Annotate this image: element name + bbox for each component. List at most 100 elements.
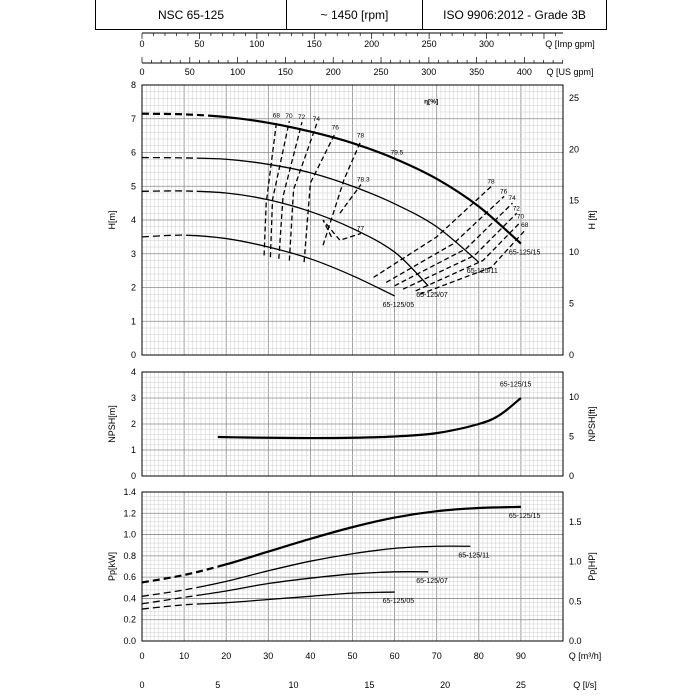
power-curve [200, 591, 395, 605]
q-ls-tick: 0 [139, 680, 144, 690]
power-ytick-left: 0.6 [123, 572, 136, 582]
q-imp-tick: 100 [249, 39, 264, 49]
power-ytick-right: 0.5 [569, 596, 582, 606]
q-m3h-tick: 70 [432, 651, 442, 661]
efficiency-contour [278, 121, 303, 259]
q-imp-tick: 150 [307, 39, 322, 49]
efficiency-contour [263, 120, 278, 256]
q-imp-label: Q [Imp gpm] [545, 39, 595, 49]
power-ytick-right: 1.5 [569, 517, 582, 527]
head-ytick-left: 5 [131, 181, 136, 191]
efficiency-label: 72 [513, 205, 521, 212]
efficiency-label: 70 [517, 214, 525, 221]
q-imp-tick: 50 [194, 39, 204, 49]
efficiency-label: 77 [357, 226, 365, 233]
npsh-ytick-left: 4 [131, 367, 136, 377]
q-m3h-tick: 10 [179, 651, 189, 661]
q-m3h-tick: 80 [474, 651, 484, 661]
head-curve [188, 234, 395, 297]
q-m3h-tick: 0 [139, 651, 144, 661]
head-ytick-left: 8 [131, 80, 136, 90]
power-curve-label: 65-125/15 [509, 513, 541, 520]
npsh-ytick-right: 5 [569, 431, 574, 441]
npsh-curve [217, 397, 522, 440]
head-ytick-right: 15 [569, 196, 579, 206]
head-curve-dashed [141, 190, 197, 192]
npsh-ytick-left: 0 [131, 471, 136, 481]
efficiency-label: 76 [500, 188, 508, 195]
head-ytick-left: 4 [131, 215, 136, 225]
efficiency-contour [419, 229, 526, 295]
q-m3h-tick: 30 [263, 651, 273, 661]
npsh-curve-label: 65-125/15 [500, 381, 532, 388]
head-curve [213, 114, 522, 245]
head-curve [196, 190, 429, 287]
head-ytick-left: 1 [131, 316, 136, 326]
head-curve-label: 65-125/07 [416, 292, 448, 299]
efficiency-title: η[%] [424, 99, 438, 106]
efficiency-contour [373, 185, 492, 278]
q-us-tick: 50 [185, 67, 195, 77]
head-frame [141, 84, 564, 356]
head-ytick-left: 7 [131, 114, 136, 124]
efficiency-label: 72 [298, 114, 306, 121]
efficiency-label: 78 [357, 133, 365, 140]
q-m3h-tick: 40 [305, 651, 315, 661]
power-curve [200, 571, 429, 596]
q-m3h-tick: 50 [347, 651, 357, 661]
npsh-ylabel-left: NPSH[m] [107, 405, 117, 443]
npsh-ytick-left: 3 [131, 393, 136, 403]
power-curve-label: 65-125/11 [458, 552, 489, 559]
power-ylabel-left: Pp[kW] [107, 552, 117, 581]
q-us-tick: 100 [230, 67, 245, 77]
efficiency-label: 70 [285, 113, 293, 120]
npsh-ytick-left: 2 [131, 419, 136, 429]
efficiency-label: 78.3 [357, 177, 370, 184]
q-ls-label: Q [l/s] [573, 680, 597, 690]
q-ls-tick: 25 [516, 680, 526, 690]
head-ytick-right: 0 [569, 350, 574, 360]
efficiency-contour [385, 195, 505, 284]
power-ylabel-right: Pp[HP] [587, 552, 597, 581]
efficiency-label: 68 [521, 222, 529, 229]
q-ls-tick: 15 [364, 680, 374, 690]
speed-label: ~ 1450 [rpm] [287, 0, 423, 29]
power-curve [217, 505, 521, 568]
q-imp-tick: 200 [364, 39, 379, 49]
q-ls-tick: 5 [215, 680, 220, 690]
efficiency-label: 79.5 [391, 150, 404, 157]
power-curve-dashed [141, 586, 201, 597]
q-us-label: Q [US gpm] [546, 67, 593, 77]
efficiency-label: 68 [273, 112, 281, 119]
power-curve [200, 545, 471, 588]
npsh-ylabel-right: NPSH[ft] [587, 406, 597, 441]
power-curve-label: 65-125/07 [416, 578, 448, 585]
efficiency-contour [402, 212, 518, 290]
efficiency-contour [339, 184, 362, 214]
head-curve-label: 65-125/11 [467, 268, 498, 275]
head-ytick-left: 0 [131, 350, 136, 360]
head-ylabel-right: H [ft] [587, 210, 597, 229]
q-us-tick: 400 [517, 67, 532, 77]
head-curve [196, 157, 480, 263]
q-us-tick: 350 [469, 67, 484, 77]
npsh-ytick-left: 1 [131, 445, 136, 455]
chart-header: NSC 65-125 ~ 1450 [rpm] ISO 9906:2012 - … [95, 0, 607, 30]
head-ytick-left: 2 [131, 283, 136, 293]
head-ytick-right: 25 [569, 93, 579, 103]
efficiency-label: 74 [508, 195, 516, 202]
q-m3h-tick: 90 [516, 651, 526, 661]
q-imp-tick: 300 [479, 39, 494, 49]
q-m3h-tick: 20 [221, 651, 231, 661]
power-frame [141, 491, 564, 642]
head-ytick-right: 5 [569, 299, 574, 309]
q-imp-tick: 250 [422, 39, 437, 49]
q-m3h-tick: 60 [390, 651, 400, 661]
power-ytick-left: 1.2 [123, 508, 136, 518]
power-ytick-right: 0.0 [569, 636, 582, 646]
power-ytick-left: 0.4 [123, 593, 136, 603]
npsh-frame [141, 371, 564, 477]
head-ytick-right: 10 [569, 247, 579, 257]
efficiency-contour [303, 131, 337, 263]
